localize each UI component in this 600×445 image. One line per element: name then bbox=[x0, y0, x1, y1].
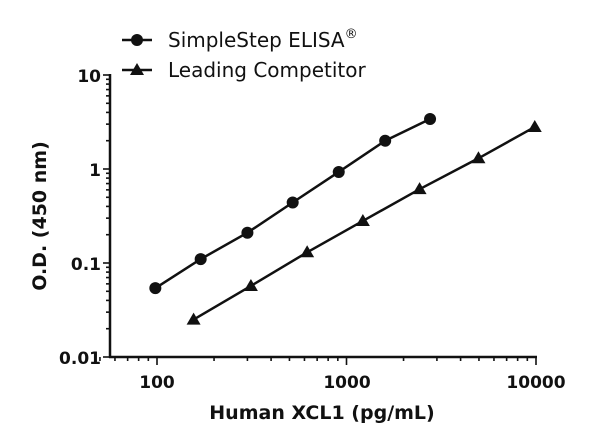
circle-data-point bbox=[194, 253, 207, 266]
circle-data-point bbox=[424, 113, 437, 126]
legend-item-competitor: Leading Competitor bbox=[122, 58, 366, 82]
triangle-data-point bbox=[412, 182, 427, 195]
legend: SimpleStep ELISA® Leading Competitor bbox=[122, 27, 366, 82]
legend-item-simplestep: SimpleStep ELISA® bbox=[122, 27, 358, 52]
x-ticks bbox=[99, 357, 537, 365]
triangle-data-point bbox=[300, 245, 315, 258]
legend-label: Leading Competitor bbox=[168, 58, 366, 82]
circle-data-point bbox=[241, 226, 254, 239]
triangle-data-point bbox=[355, 213, 370, 226]
triangle-data-point bbox=[471, 151, 486, 164]
triangle-data-point bbox=[527, 119, 542, 132]
circle-data-point bbox=[149, 282, 162, 295]
triangle-data-point bbox=[243, 278, 258, 291]
x-tick-label: 100 bbox=[139, 373, 175, 393]
triangle-marker-icon bbox=[130, 63, 144, 75]
circle-marker-icon bbox=[131, 34, 143, 46]
circle-data-point bbox=[332, 165, 345, 178]
y-tick-label: 10 bbox=[77, 67, 101, 87]
y-ticks bbox=[103, 74, 110, 358]
triangle-data-point bbox=[186, 312, 201, 325]
legend-label: SimpleStep ELISA® bbox=[168, 27, 358, 52]
y-tick-label: 0.01 bbox=[59, 349, 101, 369]
circle-data-point bbox=[286, 196, 299, 209]
x-tick-label: 10000 bbox=[506, 373, 565, 393]
y-tick-label: 0.1 bbox=[71, 255, 101, 275]
x-axis-title: Human XCL1 (pg/mL) bbox=[209, 402, 434, 424]
circle-data-point bbox=[379, 134, 392, 147]
x-tick-label: 1000 bbox=[323, 373, 370, 393]
y-tick-label: 1 bbox=[89, 161, 101, 181]
plot-area bbox=[149, 113, 542, 325]
y-axis-title: O.D. (450 nm) bbox=[29, 141, 51, 291]
